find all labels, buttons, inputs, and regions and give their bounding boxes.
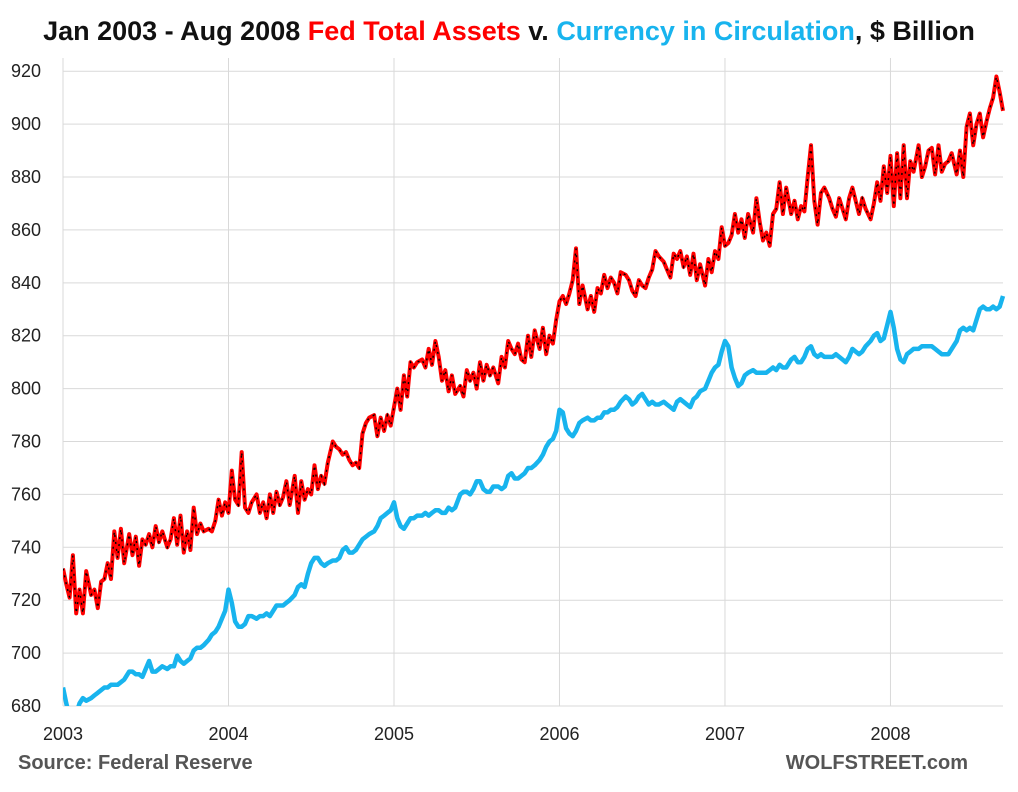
y-tick-label: 800 — [11, 379, 41, 399]
y-tick-label: 820 — [11, 326, 41, 346]
x-tick-label: 2003 — [43, 724, 83, 744]
title-suffix: , $ Billion — [854, 16, 975, 46]
series-line-fed-total-assets-overlay — [63, 76, 1004, 614]
x-tick-label: 2008 — [870, 724, 910, 744]
y-axis-ticks: 680 700 720 740 760 780 800 820 840 860 880 900 920 — [11, 61, 41, 716]
x-axis-ticks: 2003 2004 2005 2006 2007 2008 — [43, 724, 911, 744]
source-note: Source: Federal Reserve — [18, 752, 253, 774]
site-credit: WOLFSTREET.com — [785, 752, 968, 774]
y-tick-label: 740 — [11, 537, 41, 557]
series-line-currency-in-circulation — [63, 295, 1006, 706]
title-assets: Fed Total Assets — [307, 16, 521, 46]
y-tick-label: 680 — [11, 696, 41, 716]
y-tick-label: 760 — [11, 484, 41, 504]
x-tick-label: 2006 — [539, 724, 579, 744]
y-tick-label: 860 — [11, 220, 41, 240]
chart-title: Jan 2003 - Aug 2008 Fed Total Assets v. … — [0, 16, 1018, 47]
gridlines — [62, 58, 1003, 707]
y-tick-label: 880 — [11, 167, 41, 187]
y-tick-label: 720 — [11, 590, 41, 610]
x-tick-label: 2005 — [374, 724, 414, 744]
series-lines — [63, 74, 1006, 706]
y-tick-label: 920 — [11, 61, 41, 81]
x-tick-label: 2004 — [208, 724, 248, 744]
y-tick-label: 780 — [11, 432, 41, 452]
x-tick-label: 2007 — [705, 724, 745, 744]
y-tick-label: 840 — [11, 273, 41, 293]
y-tick-label: 900 — [11, 114, 41, 134]
y-tick-label: 700 — [11, 643, 41, 663]
title-prefix: Jan 2003 - Aug 2008 — [43, 16, 308, 46]
title-middle: v. — [520, 16, 557, 46]
title-currency: Currency in Circulation — [556, 16, 855, 46]
